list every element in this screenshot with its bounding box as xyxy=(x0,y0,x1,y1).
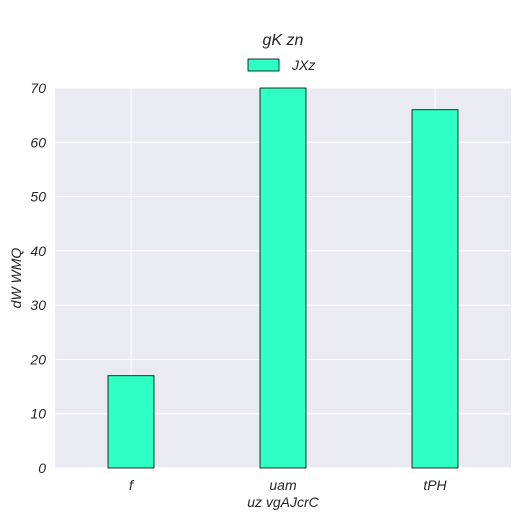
y-tick-labels: 0 10 20 30 40 50 60 70 xyxy=(29,80,46,476)
y-tick-label: 40 xyxy=(30,243,46,259)
bar-tPH xyxy=(411,109,459,469)
bar-f xyxy=(107,375,155,469)
x-tick-label: tPH xyxy=(423,477,447,493)
y-tick-label: 70 xyxy=(30,80,46,96)
chart-title: gK zn xyxy=(263,32,304,49)
legend-label: JXz xyxy=(291,57,315,73)
y-tick-label: 0 xyxy=(38,460,46,476)
bar-uam xyxy=(259,87,307,469)
x-tick-label: uam xyxy=(269,477,297,493)
y-tick-label: 60 xyxy=(30,134,46,150)
y-axis-label: dW WMQ xyxy=(8,248,24,309)
x-tick-labels: f uam tPH xyxy=(129,477,448,493)
legend-swatch xyxy=(247,58,280,72)
x-tick-label: f xyxy=(129,477,135,493)
y-tick-label: 20 xyxy=(29,351,46,367)
legend: JXz xyxy=(247,57,315,73)
bars xyxy=(107,87,459,469)
y-tick-label: 30 xyxy=(30,297,46,313)
x-axis-label: uz vgAJcrC xyxy=(247,494,319,510)
y-tick-label: 50 xyxy=(30,189,46,205)
y-tick-label: 10 xyxy=(30,406,46,422)
